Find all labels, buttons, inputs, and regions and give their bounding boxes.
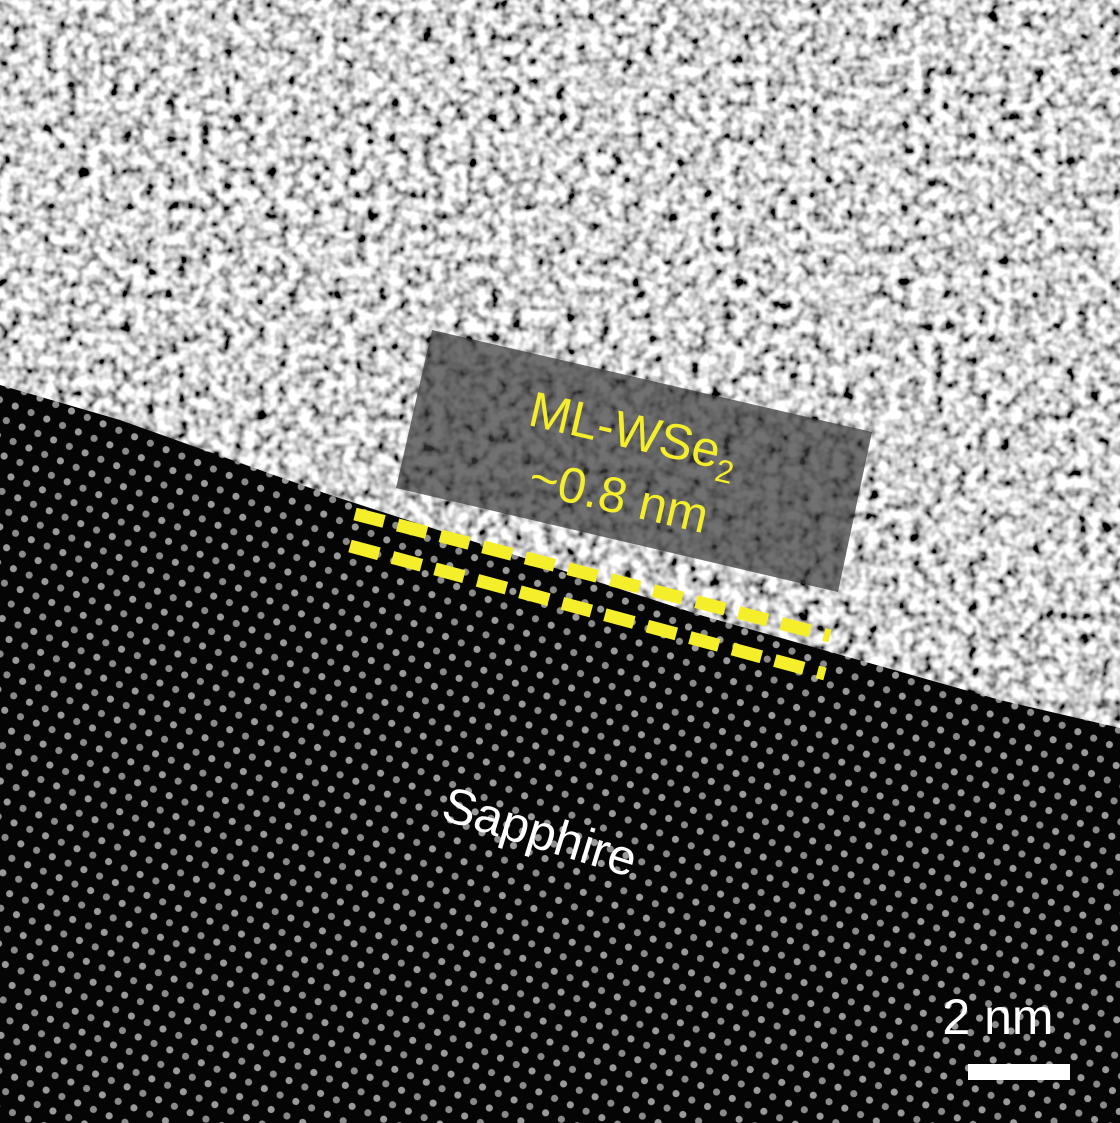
scale-bar: [968, 1064, 1070, 1080]
page: TEM cross-section {"annotations": {"laye…: [0, 0, 1120, 1123]
scale-bar-label: 2 nm: [942, 989, 1053, 1045]
body: ML-WSe2 ~0.8 nm Sapphire 2 nm (() => { c…: [0, 0, 1120, 1123]
tem-image: ML-WSe2 ~0.8 nm Sapphire 2 nm: [0, 0, 1120, 1123]
